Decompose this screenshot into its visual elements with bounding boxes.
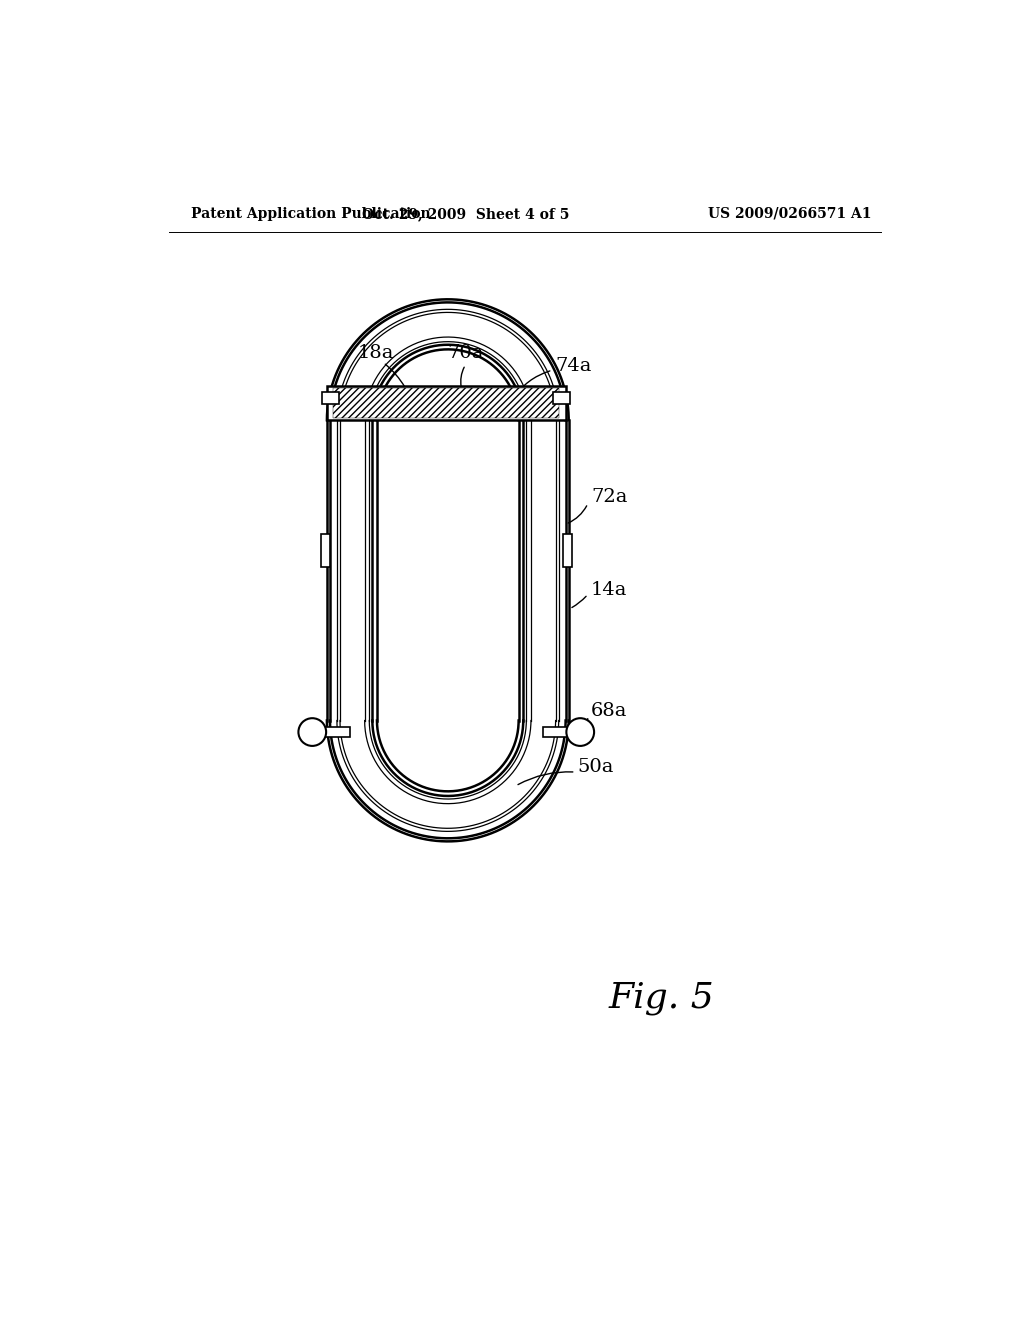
Bar <box>543 726 593 738</box>
Bar <box>553 392 570 404</box>
Text: 14a: 14a <box>591 581 628 598</box>
Bar <box>333 388 559 418</box>
Polygon shape <box>327 300 568 841</box>
Circle shape <box>298 718 326 746</box>
Polygon shape <box>373 345 523 791</box>
Text: 18a: 18a <box>357 345 393 362</box>
Circle shape <box>566 718 594 746</box>
Bar <box>300 726 350 738</box>
Bar <box>562 535 571 566</box>
Text: Oct. 29, 2009  Sheet 4 of 5: Oct. 29, 2009 Sheet 4 of 5 <box>361 207 569 220</box>
Text: 72a: 72a <box>591 488 628 506</box>
Bar <box>327 385 565 420</box>
Text: 74a: 74a <box>556 358 592 375</box>
Text: 70a: 70a <box>447 345 483 362</box>
Text: US 2009/0266571 A1: US 2009/0266571 A1 <box>708 207 871 220</box>
Polygon shape <box>340 313 556 828</box>
Bar <box>321 535 330 566</box>
Polygon shape <box>337 309 559 832</box>
Text: 68a: 68a <box>591 702 628 721</box>
Bar <box>323 392 339 404</box>
Text: Fig. 5: Fig. 5 <box>609 981 715 1015</box>
Text: Patent Application Publication: Patent Application Publication <box>190 207 430 220</box>
Text: 50a: 50a <box>578 758 613 776</box>
